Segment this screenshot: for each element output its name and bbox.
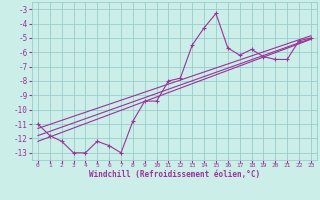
X-axis label: Windchill (Refroidissement éolien,°C): Windchill (Refroidissement éolien,°C) bbox=[89, 170, 260, 179]
